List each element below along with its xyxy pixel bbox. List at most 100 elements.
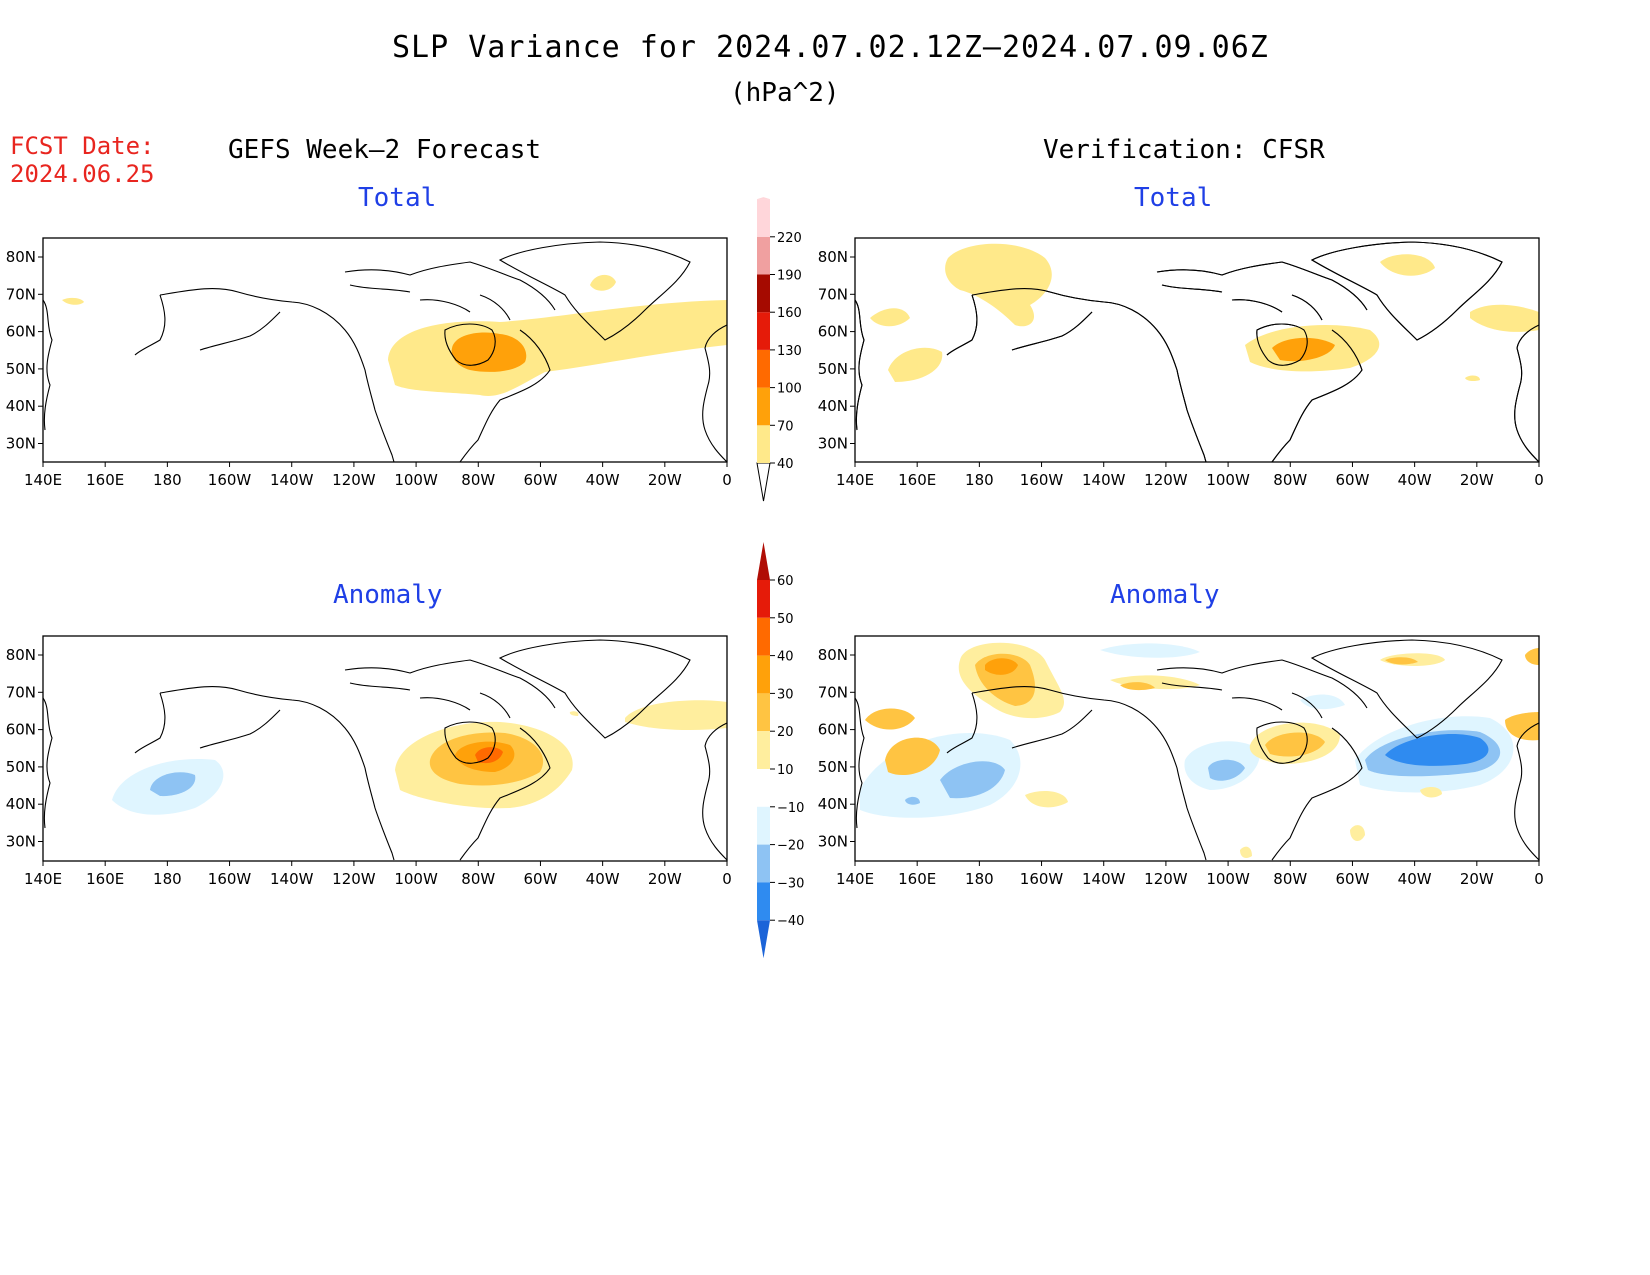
anomaly-colorbar-label: 60 <box>777 574 794 589</box>
total-colorbar-label: 100 <box>777 382 802 397</box>
verification-total-lon-label: 140E <box>836 471 874 489</box>
verification-total-lon-label: 160W <box>1020 471 1064 489</box>
forecast-anomaly-lat-label: 70N <box>6 683 36 701</box>
total-colorbar-swatch <box>757 236 770 275</box>
verification-anomaly-lon-label: 40W <box>1398 870 1432 888</box>
main-title: SLP Variance for 2024.07.02.12Z–2024.07.… <box>392 30 1269 65</box>
verification-anomaly-lon-label: 180 <box>965 870 994 888</box>
verification-total-title: Total <box>1134 183 1213 213</box>
fcst-date-value: 2024.06.25 <box>10 160 155 188</box>
forecast-anomaly-lat-label: 30N <box>6 833 36 851</box>
verification-total-lat-label: 80N <box>818 248 848 266</box>
forecast-total-lon-label: 120W <box>332 471 376 489</box>
anomaly-colorbar-swatch <box>757 769 770 807</box>
total-colorbar-label: 220 <box>777 231 802 246</box>
anomaly-colorbar-label: −40 <box>777 914 804 929</box>
verification-total-lon-label: 180 <box>965 471 994 489</box>
forecast-anomaly-lat-label: 80N <box>6 646 36 664</box>
units-label: (hPa^2) <box>730 78 840 108</box>
total-colorbar-label: 130 <box>777 344 802 359</box>
forecast-total-lat-label: 60N <box>6 323 36 341</box>
forecast-total-lat-label: 40N <box>6 397 36 415</box>
anomaly-colorbar-label: 20 <box>777 725 794 740</box>
forecast-total-lon-label: 0 <box>722 471 732 489</box>
total-colorbar-swatch <box>757 425 770 463</box>
forecast-total-lon-label: 140W <box>270 471 314 489</box>
total-colorbar-swatch <box>757 387 770 426</box>
anomaly-colorbar-upper-tip <box>757 542 770 580</box>
fcst-date-label: FCST Date: <box>10 132 155 160</box>
verification-anomaly-lon-label: 80W <box>1273 870 1307 888</box>
forecast-total-map <box>42 237 728 463</box>
verification-total-lon-label: 40W <box>1398 471 1432 489</box>
total-colorbar-label: 160 <box>777 306 802 321</box>
forecast-total-lon-label: 80W <box>461 471 495 489</box>
anomaly-colorbar-swatch <box>757 693 770 732</box>
total-colorbar-swatch <box>757 349 770 388</box>
forecast-anomaly-lat-label: 40N <box>6 795 36 813</box>
forecast-total-lat-label: 70N <box>6 285 36 303</box>
verification-anomaly-lon-label: 140E <box>836 870 874 888</box>
total-colorbar-lower-tip <box>756 462 771 502</box>
forecast-anomaly-lon-label: 40W <box>586 870 620 888</box>
forecast-anomaly-lon-label: 140W <box>270 870 314 888</box>
forecast-anomaly-lon-label: 80W <box>461 870 495 888</box>
verification-total-lon-label: 60W <box>1335 471 1369 489</box>
forecast-total-lat-label: 80N <box>6 248 36 266</box>
verification-anomaly-lat-label: 30N <box>818 833 848 851</box>
forecast-anomaly-lon-label: 120W <box>332 870 376 888</box>
total-colorbar-label: 70 <box>777 419 794 434</box>
total-colorbar-swatch <box>757 312 770 350</box>
verification-header: Verification: CFSR <box>1043 135 1325 165</box>
forecast-total-lon-label: 140E <box>24 471 62 489</box>
forecast-total-lon-label: 40W <box>586 471 620 489</box>
forecast-total-lon-label: 100W <box>394 471 438 489</box>
forecast-total-lon-label: 20W <box>648 471 682 489</box>
map-axes: 80N 70N 60N 50N 40N 30N 140E 160E 180 160W 140W 120… <box>6 248 1544 888</box>
verification-anomaly-title: Anomaly <box>1110 580 1220 610</box>
forecast-anomaly-lon-label: 0 <box>722 870 732 888</box>
verification-anomaly-lon-label: 100W <box>1206 870 1250 888</box>
verification-total-lat-label: 70N <box>818 285 848 303</box>
verification-total-lon-label: 0 <box>1534 471 1544 489</box>
verification-anomaly-lon-label: 60W <box>1335 870 1369 888</box>
forecast-anomaly-lon-label: 100W <box>394 870 438 888</box>
verification-total-lon-label: 160E <box>898 471 936 489</box>
anomaly-colorbar-label: 50 <box>777 612 794 627</box>
forecast-header: GEFS Week–2 Forecast <box>228 135 542 165</box>
anomaly-colorbar-swatch <box>757 580 770 618</box>
anomaly-colorbar: −40 −30 −20 −10 10 20 30 40 50 60 <box>757 542 804 959</box>
verification-total-lon-label: 80W <box>1273 471 1307 489</box>
forecast-anomaly-title: Anomaly <box>333 580 443 610</box>
total-colorbar-swatch <box>757 199 770 237</box>
forecast-anomaly-lon-label: 180 <box>153 870 182 888</box>
forecast-total-title: Total <box>358 183 437 213</box>
anomaly-colorbar-swatch <box>757 731 770 769</box>
anomaly-colorbar-swatch <box>757 844 770 883</box>
total-colorbar: 40 70 100 130 160 190 220 <box>756 197 802 502</box>
forecast-total-lon-label: 60W <box>523 471 557 489</box>
forecast-total-lat-label: 30N <box>6 435 36 453</box>
anomaly-colorbar-lower-tip <box>757 920 770 959</box>
anomaly-colorbar-label: 40 <box>777 650 794 665</box>
verification-anomaly-map <box>854 635 1540 862</box>
verification-total-lon-label: 100W <box>1206 471 1250 489</box>
verification-total-lon-label: 140W <box>1082 471 1126 489</box>
anomaly-colorbar-label: −30 <box>777 876 804 891</box>
anomaly-colorbar-swatch <box>757 806 770 845</box>
anomaly-colorbar-swatch <box>757 882 770 921</box>
verification-anomaly-lon-label: 0 <box>1534 870 1544 888</box>
total-colorbar-label: 40 <box>777 457 794 472</box>
verification-total-map <box>854 237 1540 463</box>
verification-anomaly-lat-label: 50N <box>818 758 848 776</box>
verification-anomaly-lat-label: 70N <box>818 683 848 701</box>
forecast-total-lon-label: 160E <box>86 471 124 489</box>
anomaly-colorbar-label: −20 <box>777 839 804 854</box>
anomaly-colorbar-swatch <box>757 655 770 694</box>
forecast-anomaly-lon-label: 160E <box>86 870 124 888</box>
forecast-total-lon-label: 160W <box>208 471 252 489</box>
verification-anomaly-lat-label: 40N <box>818 795 848 813</box>
total-colorbar-swatch <box>757 274 770 313</box>
forecast-total-lat-label: 50N <box>6 360 36 378</box>
